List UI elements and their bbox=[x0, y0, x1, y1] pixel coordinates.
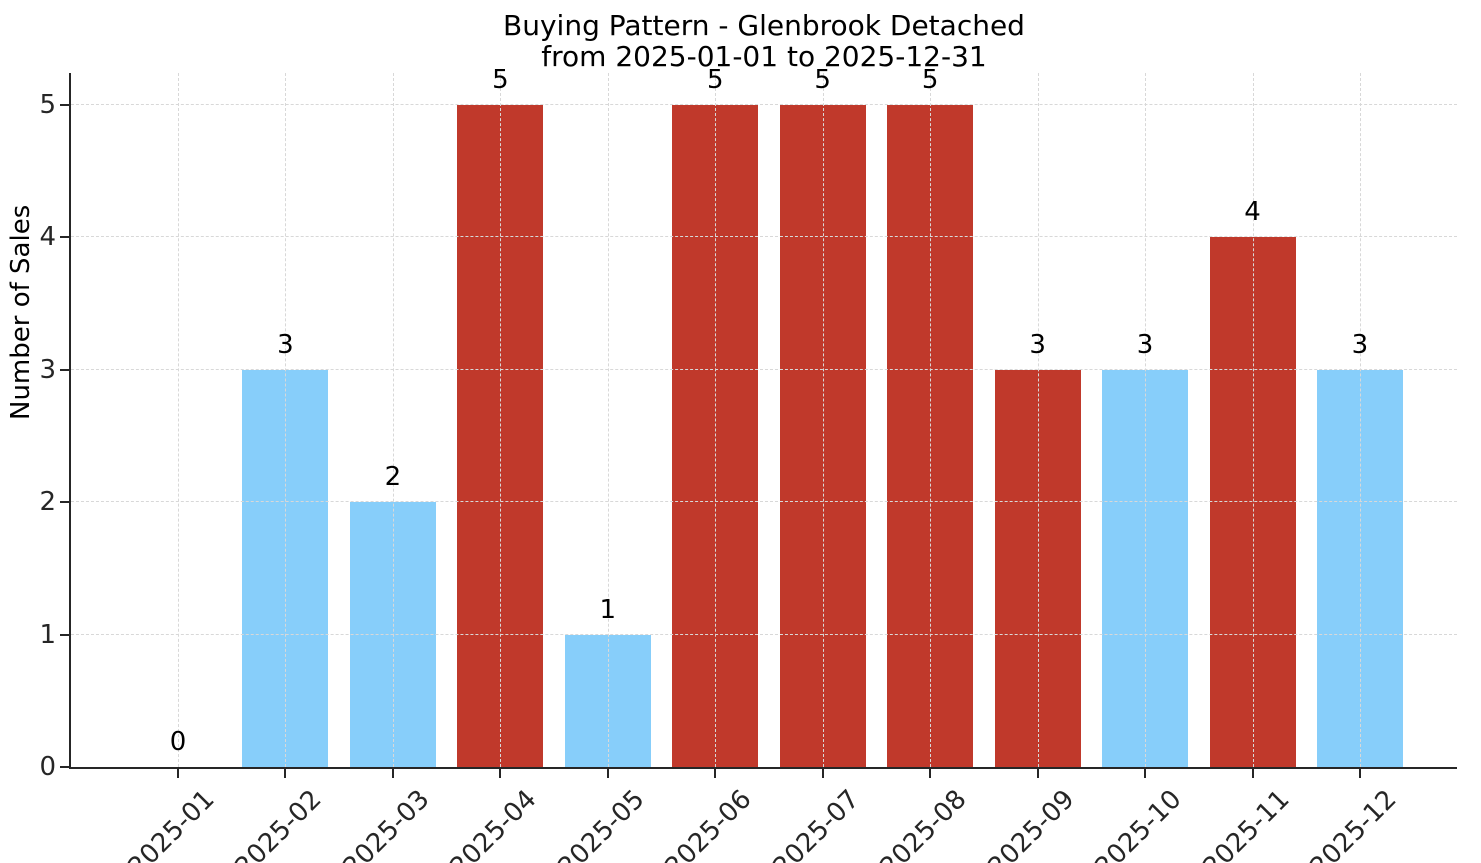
x-tick-mark-2025-03 bbox=[391, 769, 394, 778]
y-tick-label-4: 4 bbox=[39, 222, 56, 253]
gridline-h-5 bbox=[71, 103, 1457, 105]
gridline-v-2025-10 bbox=[1145, 73, 1147, 767]
y-tick-label-3: 3 bbox=[39, 354, 56, 385]
y-tick-mark-5 bbox=[60, 103, 69, 106]
bar-value-label-2025-03: 2 bbox=[384, 462, 402, 493]
x-tick-mark-2025-11 bbox=[1251, 769, 1254, 778]
bar-value-label-2025-04: 5 bbox=[492, 64, 509, 95]
bar-value-label-2025-09: 3 bbox=[1029, 329, 1046, 360]
x-tick-mark-2025-07 bbox=[821, 769, 824, 778]
y-tick-label-0: 0 bbox=[39, 752, 56, 782]
y-tick-label-2: 2 bbox=[39, 487, 56, 518]
x-tick-mark-2025-01 bbox=[177, 769, 179, 778]
gridline-v-2025-01 bbox=[178, 73, 179, 767]
bar-value-label-2025-12: 3 bbox=[1351, 329, 1369, 360]
gridline-h-2 bbox=[71, 501, 1457, 503]
chart-subtitle: from 2025-01-01 to 2025-12-31 bbox=[541, 40, 987, 73]
chart-title-block: Buying Pattern - Glenbrook Detached from… bbox=[71, 10, 1457, 72]
x-tick-mark-2025-10 bbox=[1144, 769, 1147, 778]
bar-value-label-2025-02: 3 bbox=[277, 329, 294, 360]
y-tick-label-1: 1 bbox=[39, 619, 56, 650]
bar-value-label-2025-10: 3 bbox=[1136, 329, 1154, 360]
gridline-h-4 bbox=[71, 236, 1457, 238]
bar-value-label-2025-06: 5 bbox=[706, 64, 724, 95]
gridline-v-2025-04 bbox=[500, 73, 502, 767]
gridline-v-2025-12 bbox=[1359, 73, 1361, 767]
plot-area: 0 3 2 5 1 5 5 5 3 3 4 3 bbox=[71, 65, 1457, 767]
x-tick-mark-2025-08 bbox=[929, 769, 932, 778]
chart-title: Buying Pattern - Glenbrook Detached bbox=[503, 9, 1025, 42]
y-tick-mark-3 bbox=[60, 368, 69, 371]
gridline-v-2025-03 bbox=[392, 73, 394, 767]
bar-value-label-2025-08: 5 bbox=[921, 64, 939, 95]
x-tick-mark-2025-04 bbox=[499, 769, 502, 778]
x-tick-mark-2025-09 bbox=[1036, 769, 1039, 778]
bar-value-label-2025-05: 1 bbox=[599, 594, 617, 625]
y-tick-mark-0 bbox=[60, 766, 69, 768]
x-tick-mark-2025-02 bbox=[284, 769, 287, 778]
bar-value-label-2025-01: 0 bbox=[169, 727, 187, 757]
y-axis-spine bbox=[69, 73, 71, 769]
gridline-h-1 bbox=[71, 633, 1457, 635]
gridline-v-2025-11 bbox=[1252, 73, 1254, 767]
x-tick-label-2025-01: 2025-01 bbox=[122, 784, 221, 863]
gridline-v-2025-09 bbox=[1037, 73, 1039, 767]
gridline-v-2025-07 bbox=[822, 73, 824, 767]
y-tick-mark-1 bbox=[60, 633, 69, 636]
gridline-v-2025-08 bbox=[930, 73, 932, 767]
x-tick-mark-2025-12 bbox=[1358, 769, 1361, 778]
gridline-v-2025-02 bbox=[285, 73, 287, 767]
bar-value-label-2025-11: 4 bbox=[1244, 197, 1261, 228]
y-tick-mark-4 bbox=[60, 236, 69, 239]
bar-value-label-2025-07: 5 bbox=[814, 64, 831, 95]
gridline-v-2025-05 bbox=[607, 73, 609, 767]
gridline-h-3 bbox=[71, 368, 1457, 370]
gridline-v-2025-06 bbox=[715, 73, 717, 767]
y-tick-mark-2 bbox=[60, 501, 69, 504]
y-tick-label-5: 5 bbox=[39, 89, 56, 120]
x-tick-mark-2025-06 bbox=[714, 769, 717, 778]
x-axis-spine bbox=[69, 767, 1457, 769]
x-tick-mark-2025-05 bbox=[606, 769, 609, 778]
